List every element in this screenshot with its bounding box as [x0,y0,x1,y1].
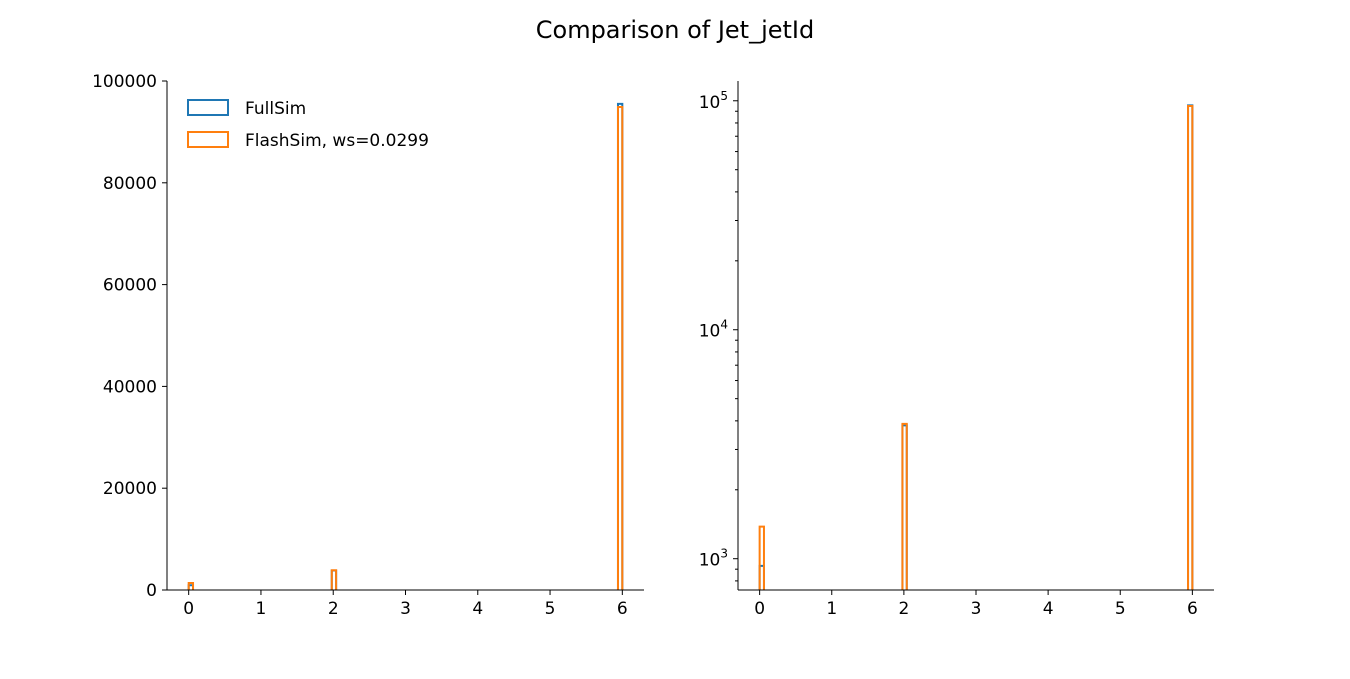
x-tick-label: 0 [183,599,194,619]
histogram-bar-flashsim [758,525,765,590]
histogram-bar-flashsim [187,581,195,590]
y-tick-label: 103 [699,547,728,571]
histogram-bar-flashsim [1187,104,1194,590]
linear-axes: 0 1 2 3 4 5 6 0 20000 40000 60000 80000 100000 [92,72,644,619]
x-tick-label: 6 [617,599,628,619]
x-tick-label: 6 [1187,599,1198,619]
x-tick-label: 2 [328,599,339,619]
x-tick-label: 3 [971,599,982,619]
x-tick-label: 4 [472,599,483,619]
legend-swatch-flashsim [187,131,229,148]
x-tick-label: 5 [1115,599,1126,619]
log-axes: 0 1 2 3 4 5 6 103 104 105 [699,81,1214,619]
x-tick-label: 2 [898,599,909,619]
y-tick-label: 60000 [103,276,157,296]
histogram-bar-flashsim [616,105,624,590]
x-tick-label: 3 [400,599,411,619]
x-tick-label: 1 [256,599,267,619]
y-tick-label: 100000 [92,72,157,92]
legend-swatch-fullsim [187,99,229,116]
figure-title: Comparison of Jet_jetId [536,16,815,44]
legend-label-fullsim: FullSim [245,99,306,119]
y-tick-label: 104 [699,318,728,342]
x-tick-label: 0 [754,599,765,619]
y-tick-label: 40000 [103,377,157,397]
x-tick-label: 5 [545,599,556,619]
legend: FullSim FlashSim, ws=0.0299 [187,99,429,151]
histogram-bar-flashsim [330,569,338,590]
y-tick-label: 0 [146,581,157,601]
legend-label-flashsim: FlashSim, ws=0.0299 [245,131,429,151]
x-tick-label: 1 [826,599,837,619]
x-tick-label: 4 [1043,599,1054,619]
histogram-bar-flashsim [901,422,908,590]
y-tick-label: 105 [699,89,728,113]
y-tick-label: 20000 [103,479,157,499]
y-tick-label: 80000 [103,174,157,194]
